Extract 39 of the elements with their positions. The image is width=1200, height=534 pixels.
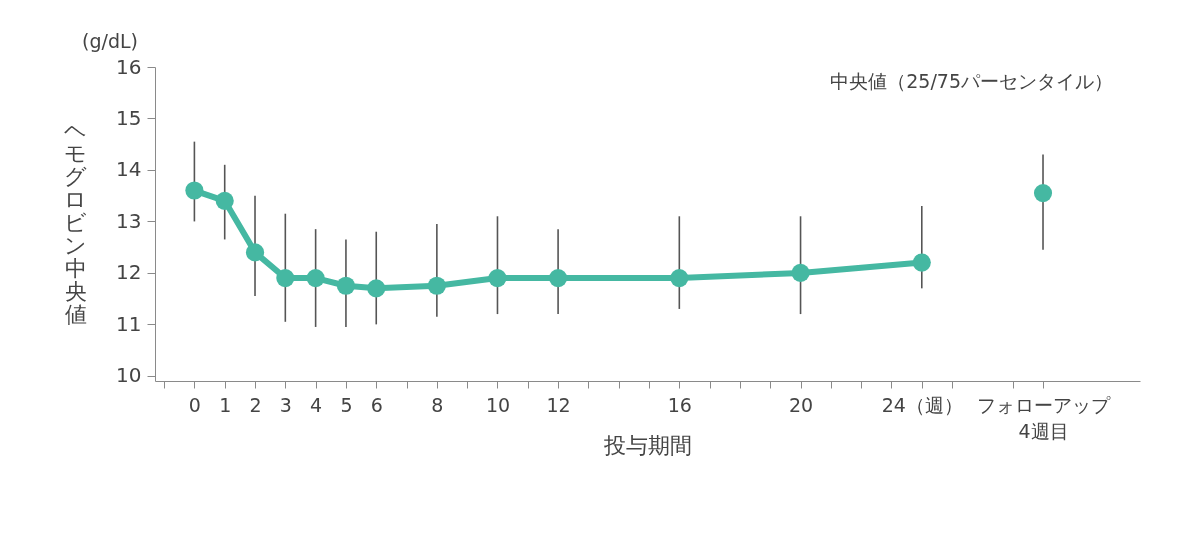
point	[1033, 184, 1053, 203]
x-tick-label: フォローアップ 4週目	[977, 393, 1112, 442]
x-tick-label: 4	[310, 393, 323, 416]
x-tick-label: 20	[788, 393, 814, 416]
y-tick-label: 13	[116, 208, 142, 233]
y-tick-label: 14	[116, 157, 142, 182]
x-tick-label: 24（週）	[881, 393, 963, 416]
point	[306, 268, 325, 288]
y-tick-label: 15	[116, 105, 142, 130]
y-tick-label: 12	[116, 260, 142, 285]
y-tick-label: 11	[116, 311, 142, 336]
x-axis-title: 投与期間	[603, 432, 692, 458]
x-tick-label: 6	[370, 393, 383, 416]
x-tick-label: 5	[340, 393, 353, 416]
point	[215, 191, 234, 210]
x-tick-label: 1	[219, 393, 232, 416]
x-tick-label: 16	[667, 393, 692, 416]
text: (g/dL)	[82, 30, 138, 52]
x-tick-label: 0	[188, 393, 201, 416]
point	[549, 268, 568, 288]
x-tick-label: 10	[485, 393, 511, 416]
annotation: 中央値（25/75パーセンタイル）	[830, 70, 1113, 92]
text: ヘモグロビン中央値	[64, 117, 87, 327]
point	[367, 279, 386, 298]
point	[185, 181, 204, 200]
point	[276, 268, 295, 288]
point	[670, 268, 689, 288]
point	[427, 276, 446, 295]
point	[791, 263, 810, 282]
point	[912, 253, 931, 272]
x-tick-label: 12	[546, 393, 571, 416]
point	[245, 243, 265, 262]
x-tick-label: 8	[431, 393, 444, 416]
point	[488, 268, 507, 288]
x-tick-label: 3	[279, 393, 292, 416]
y-tick-label: 10	[116, 363, 142, 388]
point	[336, 276, 356, 295]
y-tick-label: 16	[116, 54, 142, 79]
x-tick-label: 2	[249, 393, 262, 416]
